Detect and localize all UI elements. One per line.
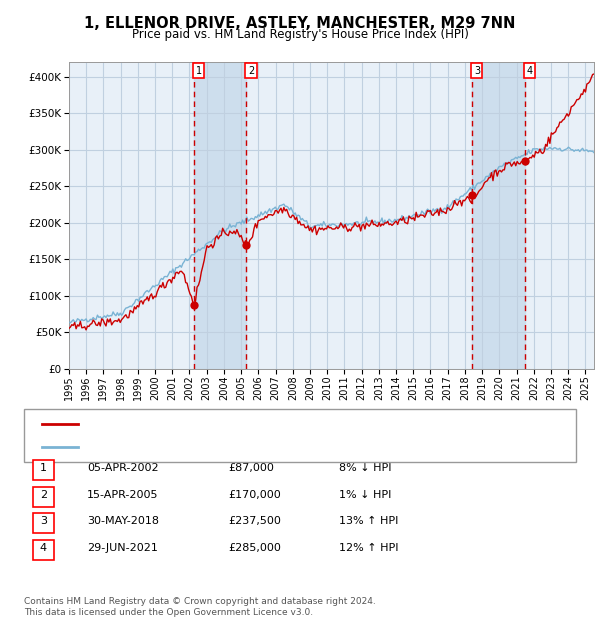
Text: 8% ↓ HPI: 8% ↓ HPI — [339, 463, 391, 473]
Text: 2: 2 — [40, 490, 47, 500]
Text: £170,000: £170,000 — [228, 490, 281, 500]
Text: Contains HM Land Registry data © Crown copyright and database right 2024.
This d: Contains HM Land Registry data © Crown c… — [24, 598, 376, 617]
Bar — [472, 62, 525, 369]
Text: 2: 2 — [248, 66, 254, 76]
Text: 13% ↑ HPI: 13% ↑ HPI — [339, 516, 398, 526]
Text: 3: 3 — [40, 516, 47, 526]
Text: £285,000: £285,000 — [228, 543, 281, 553]
Text: £237,500: £237,500 — [228, 516, 281, 526]
Text: HPI: Average price, detached house, Wigan: HPI: Average price, detached house, Wiga… — [84, 442, 310, 452]
Text: 30-MAY-2018: 30-MAY-2018 — [87, 516, 159, 526]
Text: 1, ELLENOR DRIVE, ASTLEY, MANCHESTER, M29 7NN (detached house): 1, ELLENOR DRIVE, ASTLEY, MANCHESTER, M2… — [84, 419, 452, 429]
Text: 15-APR-2005: 15-APR-2005 — [87, 490, 158, 500]
Text: 1% ↓ HPI: 1% ↓ HPI — [339, 490, 391, 500]
Text: 4: 4 — [40, 543, 47, 553]
Text: £87,000: £87,000 — [228, 463, 274, 473]
Text: 4: 4 — [527, 66, 533, 76]
Text: 1: 1 — [196, 66, 202, 76]
Text: 1: 1 — [40, 463, 47, 473]
Text: 12% ↑ HPI: 12% ↑ HPI — [339, 543, 398, 553]
Text: Price paid vs. HM Land Registry's House Price Index (HPI): Price paid vs. HM Land Registry's House … — [131, 28, 469, 41]
Text: 05-APR-2002: 05-APR-2002 — [87, 463, 158, 473]
Text: 1, ELLENOR DRIVE, ASTLEY, MANCHESTER, M29 7NN: 1, ELLENOR DRIVE, ASTLEY, MANCHESTER, M2… — [85, 16, 515, 30]
Text: 29-JUN-2021: 29-JUN-2021 — [87, 543, 158, 553]
Text: 3: 3 — [474, 66, 480, 76]
Bar — [194, 62, 246, 369]
